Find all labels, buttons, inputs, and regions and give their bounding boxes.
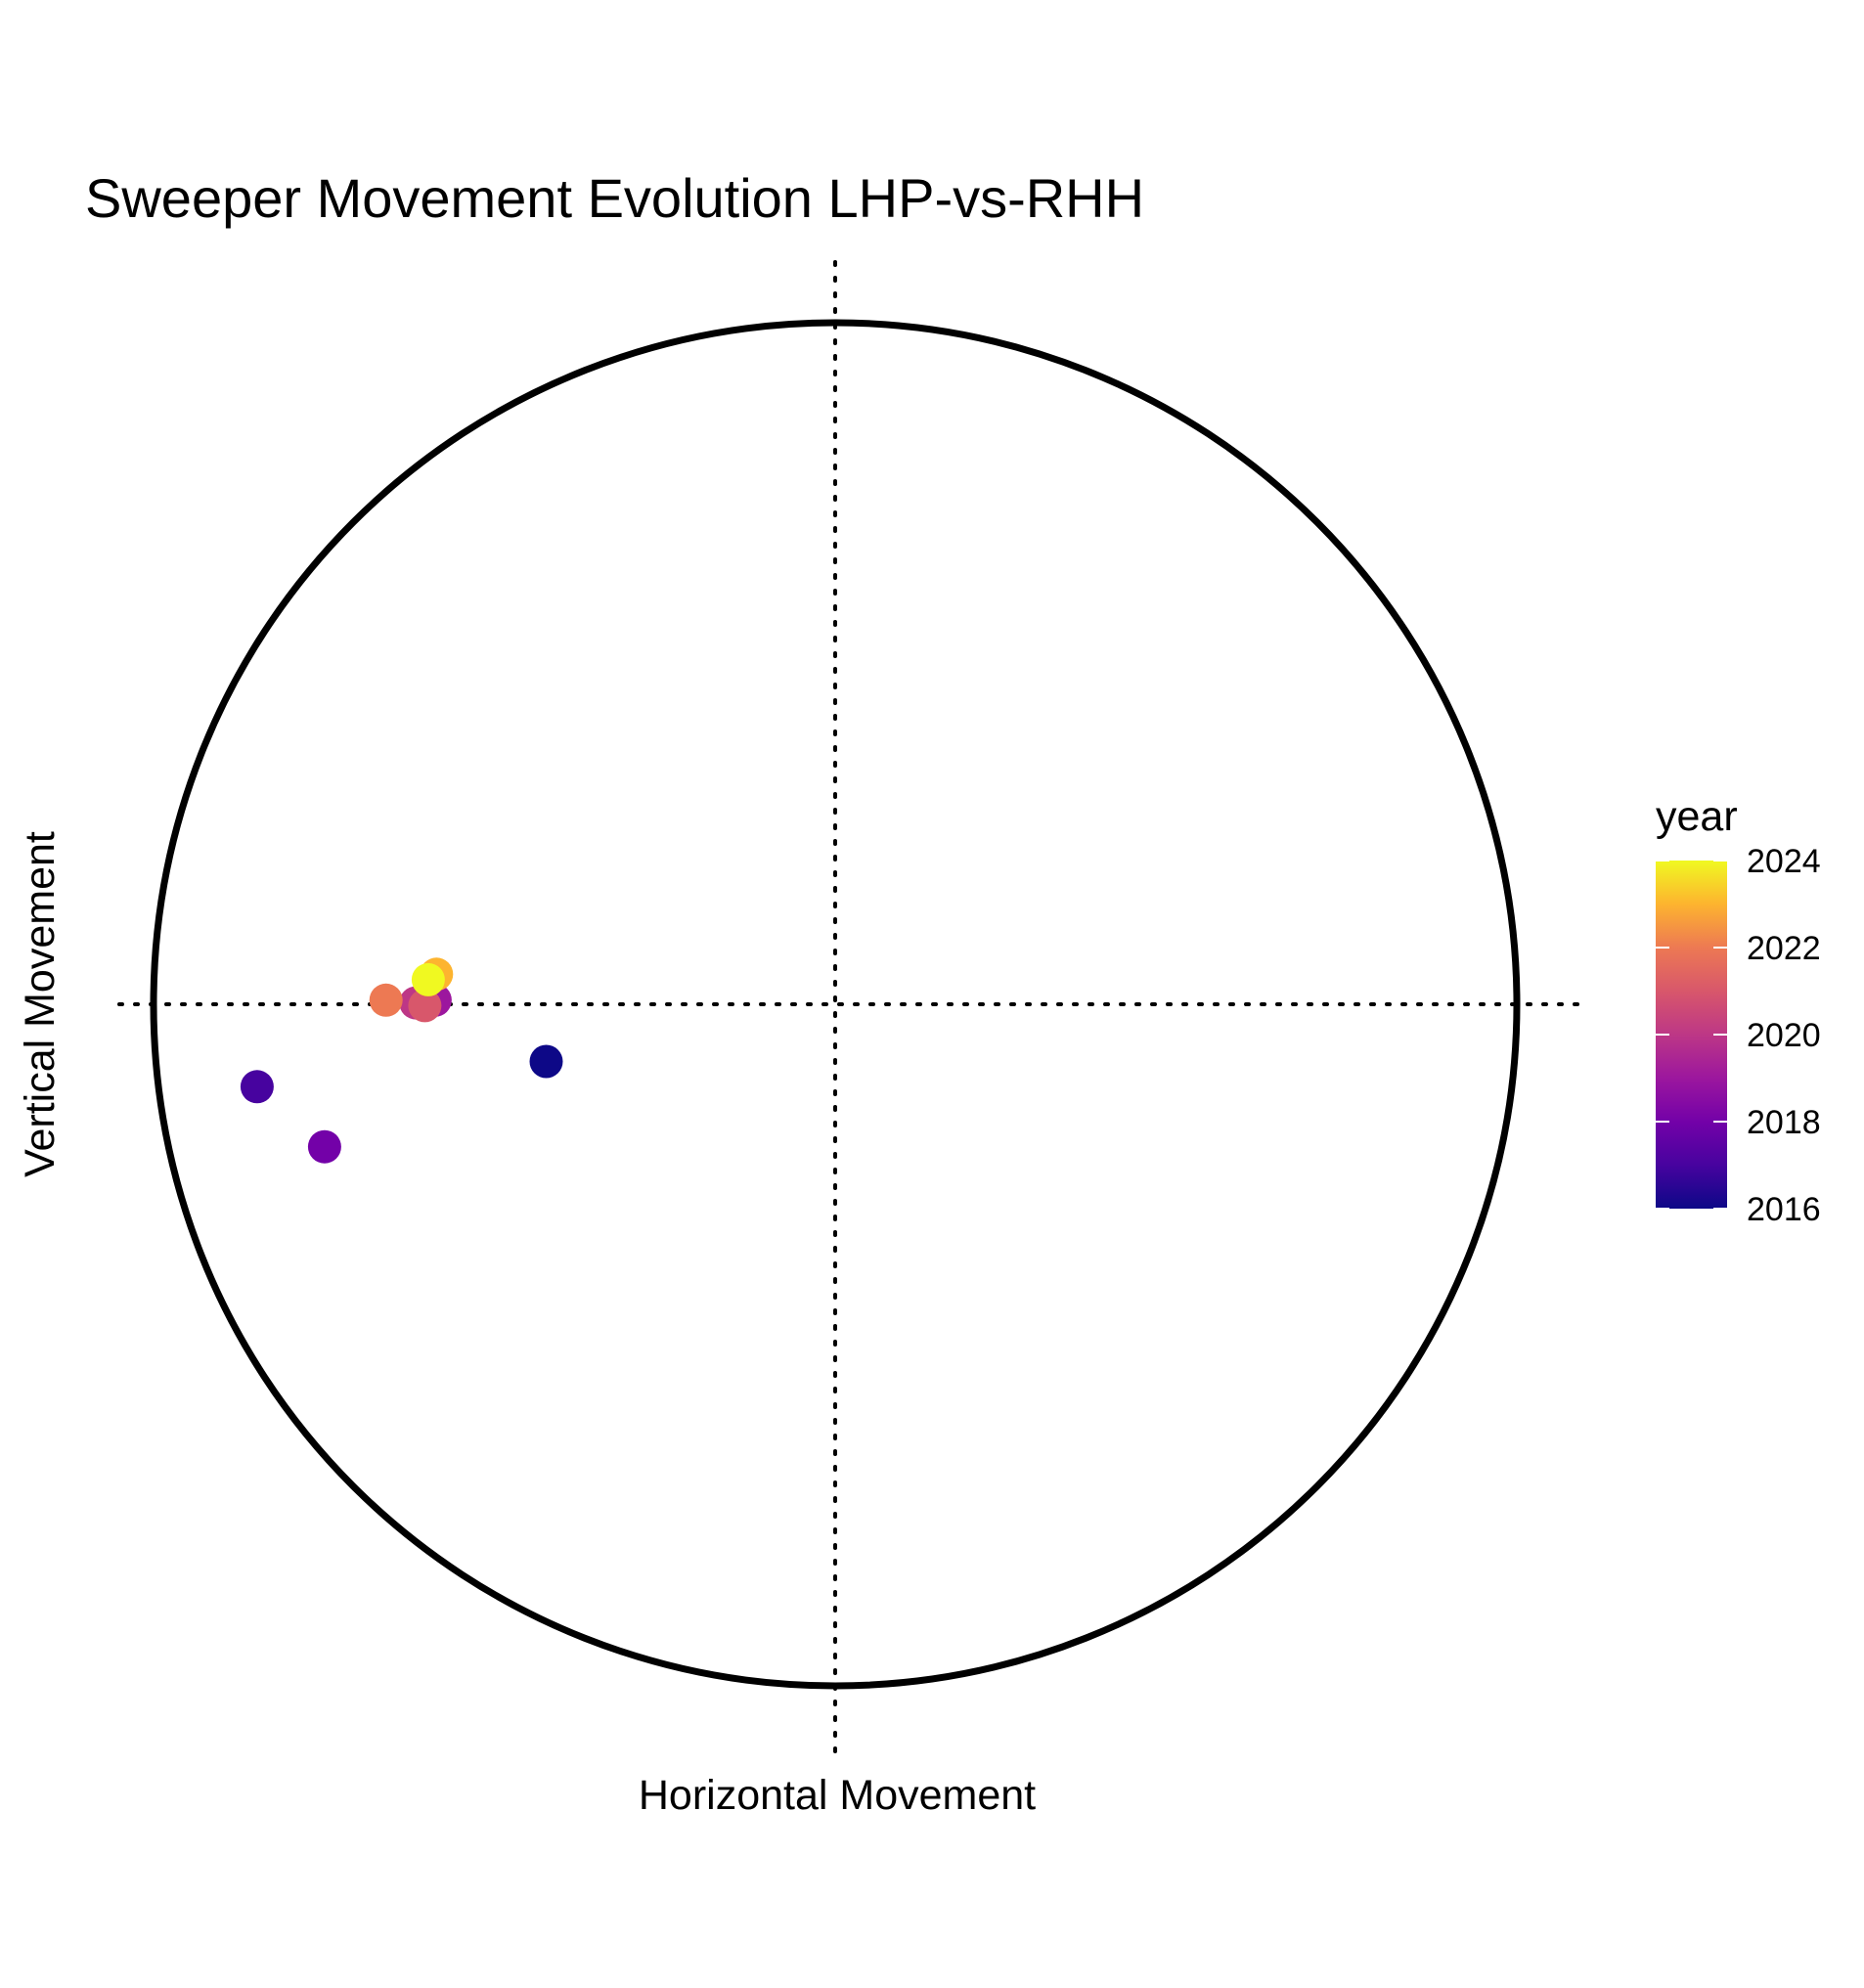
- movement-circle: [150, 319, 1521, 1690]
- legend-tick-label: 2016: [1747, 1191, 1821, 1228]
- legend: year 2016 2018 2020 2022 2024: [1656, 793, 1821, 1228]
- data-point-2016: [529, 1044, 563, 1079]
- legend-tick-label: 2020: [1747, 1017, 1821, 1054]
- legend-ticks: 2016 2018 2020 2022 2024: [1656, 843, 1821, 1228]
- legend-tick-label: 2022: [1747, 930, 1821, 967]
- points-layer: [240, 957, 563, 1164]
- x-axis-title: Horizontal Movement: [639, 1772, 1036, 1819]
- data-point-2021: [408, 989, 442, 1023]
- legend-title: year: [1656, 793, 1738, 840]
- data-point-2017: [240, 1070, 274, 1104]
- data-point-2022: [369, 983, 403, 1017]
- y-axis-title: Vertical Movement: [17, 831, 64, 1177]
- chart-title: Sweeper Movement Evolution LHP-vs-RHH: [85, 167, 1144, 229]
- data-point-2018: [307, 1129, 341, 1164]
- data-point-2024: [411, 962, 445, 996]
- legend-tick-label: 2024: [1747, 843, 1821, 880]
- legend-tick-label: 2018: [1747, 1104, 1821, 1141]
